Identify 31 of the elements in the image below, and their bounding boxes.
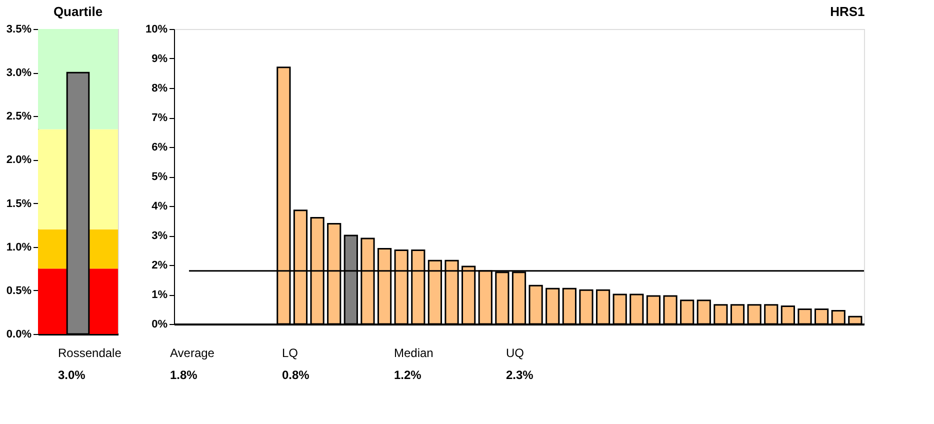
y-tick-label: 9%: [152, 53, 168, 65]
y-tick-label: 1.0%: [6, 241, 32, 254]
y-tick-label: 7%: [152, 112, 168, 124]
text: LQ: [282, 346, 298, 360]
chart-title: Quartile: [53, 4, 103, 19]
y-tick-label: 1.5%: [6, 198, 32, 210]
y-tick-label: 4%: [152, 200, 168, 212]
y-tick-label: 2.0%: [6, 154, 32, 166]
chart-title: HRS1: [830, 4, 865, 19]
text: 0.8%: [282, 368, 310, 382]
y-tick-label: 0.0%: [6, 328, 32, 340]
text: Average: [170, 346, 215, 360]
y-tick-label: 2.5%: [6, 110, 32, 123]
y-tick-label: 3.5%: [6, 24, 32, 36]
y-tick-label: 0.5%: [6, 284, 32, 297]
y-tick-label: 1%: [152, 289, 168, 301]
y-tick-label: 0%: [152, 318, 168, 330]
text: UQ: [506, 346, 524, 360]
y-tick-label: 5%: [152, 171, 168, 183]
text: Median: [394, 346, 434, 360]
y-tick-label: 10%: [145, 24, 168, 36]
text: Rossendale: [58, 346, 122, 360]
text: 3.0%: [58, 368, 86, 382]
y-tick-label: 8%: [152, 82, 168, 94]
text: 2.3%: [506, 368, 534, 382]
y-tick-label: 3.0%: [6, 67, 32, 80]
y-tick-label: 6%: [152, 142, 168, 154]
text: 1.2%: [394, 368, 422, 382]
y-tick-label: 3%: [152, 230, 168, 242]
y-tick-label: 2%: [152, 260, 168, 272]
text: 1.8%: [170, 368, 198, 382]
